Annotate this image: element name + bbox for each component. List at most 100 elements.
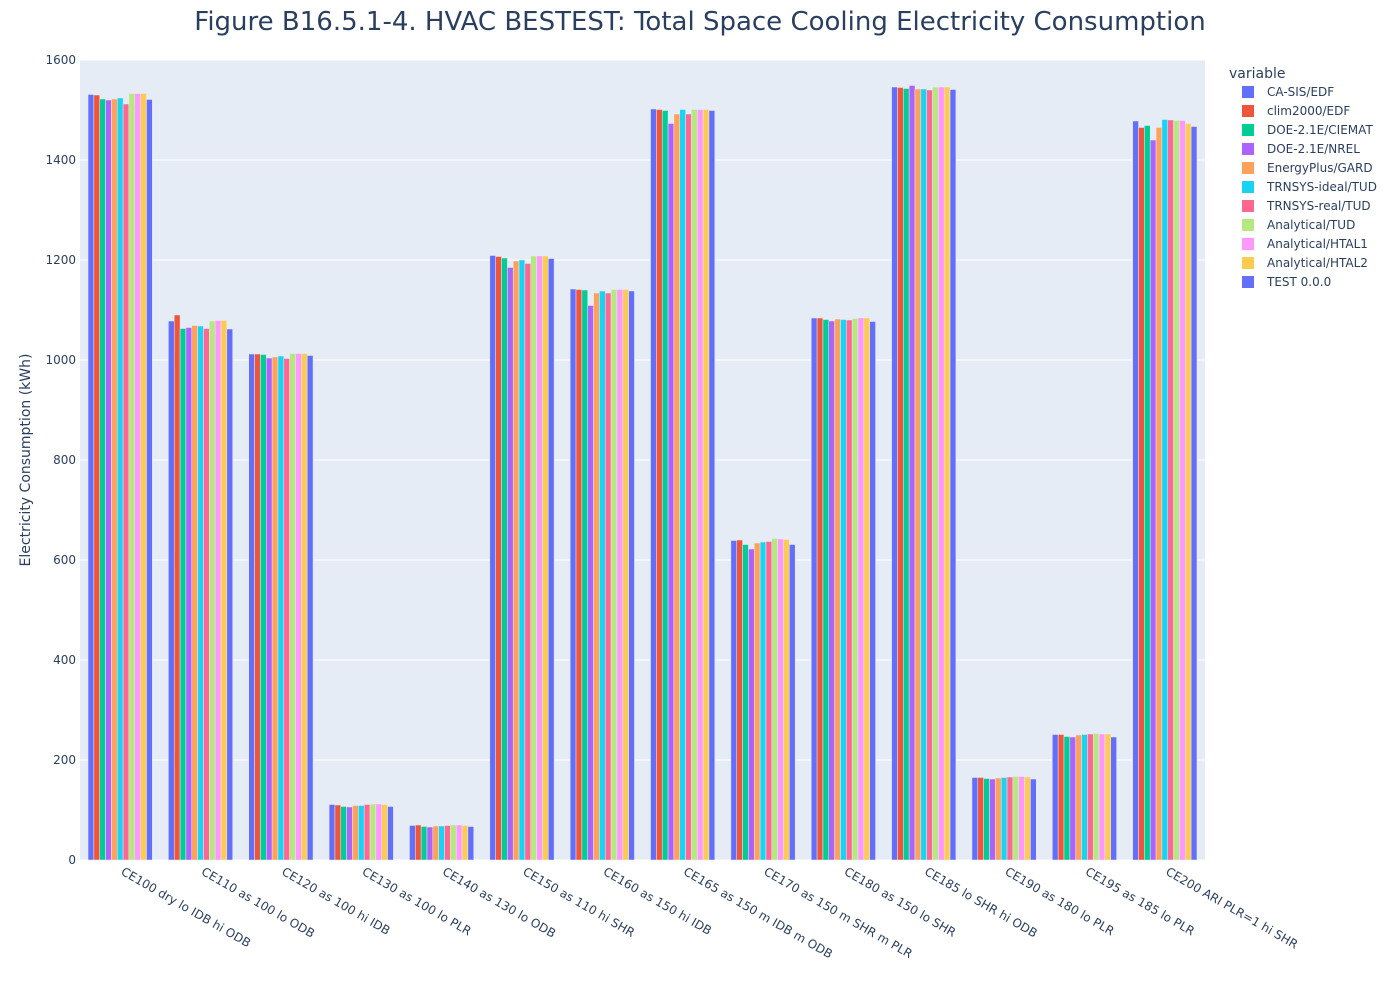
bar (702, 109, 710, 861)
legend-label[interactable]: TRNSYS-ideal/TUD (1266, 180, 1377, 194)
bar (857, 317, 865, 861)
legend-swatch[interactable] (1242, 181, 1254, 193)
bar (1138, 127, 1145, 861)
bar (622, 289, 629, 861)
bar (375, 803, 382, 861)
bar (1069, 736, 1076, 861)
bar (301, 353, 308, 861)
y-tick-label: 800 (53, 453, 76, 467)
bar (983, 778, 990, 861)
bar (346, 806, 353, 861)
bar (358, 805, 365, 861)
bar (209, 320, 216, 861)
bar (593, 292, 600, 861)
bar (736, 539, 743, 861)
legend-swatch[interactable] (1242, 276, 1254, 288)
legend-swatch[interactable] (1242, 162, 1254, 174)
bar (673, 113, 680, 861)
bar (438, 825, 445, 861)
bar (1006, 776, 1014, 861)
legend-label[interactable]: DOE-2.1E/CIEMAT (1267, 123, 1373, 137)
bar (971, 777, 979, 861)
legend-label[interactable]: CA-SIS/EDF (1267, 85, 1334, 99)
legend-label[interactable]: Analytical/TUD (1267, 218, 1355, 232)
bar (277, 355, 285, 861)
bar (1087, 733, 1094, 861)
bar (1185, 123, 1192, 861)
bar (518, 259, 526, 861)
x-tick-label: CE200 ARI PLR=1 hi SHR (1163, 864, 1300, 951)
bar (1190, 126, 1198, 861)
bar (1173, 120, 1180, 861)
bar (840, 319, 847, 861)
bar (340, 806, 347, 861)
bar (99, 98, 106, 861)
y-tick-label: 0 (68, 853, 76, 867)
bar (524, 263, 531, 861)
bar (748, 548, 755, 861)
legend-label[interactable]: TEST 0.0.0 (1266, 275, 1331, 289)
legend-label[interactable]: DOE-2.1E/NREL (1267, 142, 1360, 156)
bar (1024, 776, 1031, 861)
bar (783, 539, 790, 861)
legend-swatch[interactable] (1242, 86, 1254, 98)
bar (995, 777, 1002, 861)
legend-title: variable (1229, 66, 1285, 82)
bar (897, 87, 904, 861)
bar (616, 289, 624, 861)
bar (1104, 733, 1112, 861)
bar (599, 290, 606, 861)
bar (168, 320, 175, 861)
bar (1179, 120, 1186, 861)
legend-swatch[interactable] (1242, 219, 1254, 231)
bar (581, 289, 588, 861)
bar (122, 103, 130, 861)
bar (771, 538, 778, 861)
bar (691, 109, 698, 861)
bar (1012, 776, 1019, 861)
bar (1098, 733, 1106, 861)
legend-label[interactable]: EnergyPlus/GARD (1267, 161, 1373, 175)
legend-label[interactable]: TRNSYS-real/TUD (1266, 199, 1371, 213)
bar (191, 325, 198, 861)
bar (117, 97, 124, 861)
legend-swatch[interactable] (1242, 105, 1254, 117)
bar (759, 541, 767, 861)
legend-swatch[interactable] (1242, 200, 1254, 212)
bar (903, 88, 910, 861)
bar (87, 94, 95, 861)
legend-swatch[interactable] (1242, 124, 1254, 136)
bar (730, 540, 737, 861)
bar (173, 314, 181, 861)
bar (295, 353, 302, 861)
bar (938, 86, 945, 861)
bar (381, 804, 388, 861)
bar (679, 109, 686, 861)
bar (777, 538, 784, 861)
bar (179, 328, 187, 861)
bar (628, 290, 635, 861)
legend-swatch[interactable] (1242, 143, 1254, 155)
y-axis-label: Electricity Consumption (kWh) (18, 354, 34, 567)
y-tick-label: 200 (53, 753, 76, 767)
legend-label[interactable]: clim2000/EDF (1267, 104, 1350, 118)
bar (467, 826, 475, 861)
bar (685, 113, 692, 861)
x-tick-label: CE100 dry lo IDB hi ODB (119, 864, 253, 950)
bar (863, 317, 870, 861)
bar (203, 328, 210, 861)
bar (1149, 139, 1157, 861)
bar (328, 804, 336, 861)
bar (450, 824, 457, 861)
bar (789, 544, 796, 861)
y-tick-label: 1000 (45, 353, 76, 367)
legend-label[interactable]: Analytical/HTAL2 (1267, 256, 1368, 270)
legend-swatch[interactable] (1242, 238, 1254, 250)
y-tick-label: 1200 (45, 253, 76, 267)
legend-label[interactable]: Analytical/HTAL1 (1267, 237, 1368, 251)
bar (226, 328, 233, 861)
bar (604, 292, 612, 861)
legend-swatch[interactable] (1242, 257, 1254, 269)
